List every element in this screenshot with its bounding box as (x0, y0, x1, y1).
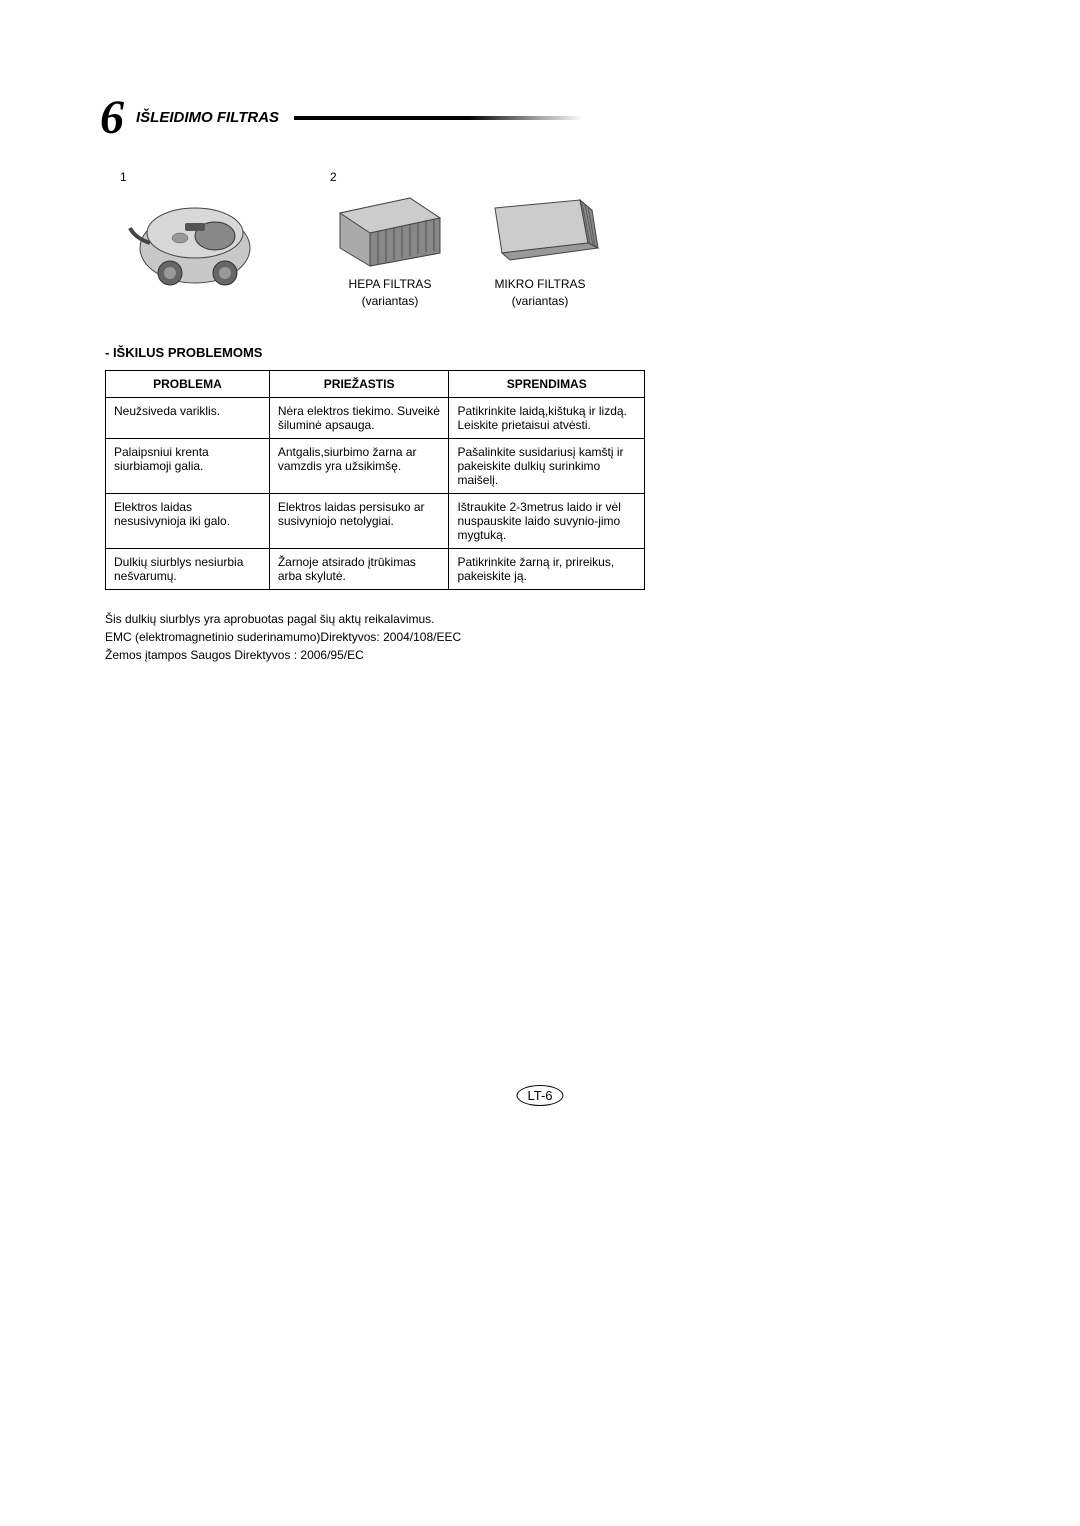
table-row: Neužsiveda variklis. Nėra elektros tieki… (106, 397, 645, 438)
mikro-caption: MIKRO FILTRAS (variantas) (494, 276, 585, 310)
section-header: 6 IŠLEIDIMO FILTRAS (100, 90, 980, 145)
table-row: Dulkių siurblys nesiurbia nešvarumų. Žar… (106, 548, 645, 589)
mikro-filter-icon (480, 188, 600, 268)
mikro-filter-block: MIKRO FILTRAS (variantas) (480, 188, 600, 310)
header-cause: PRIEŽASTIS (269, 370, 449, 397)
cell-problem: Dulkių siurblys nesiurbia nešvarumų. (106, 548, 270, 589)
hepa-caption-line2: (variantas) (362, 294, 419, 308)
page-number: LT-6 (516, 1085, 563, 1106)
mikro-caption-line1: MIKRO FILTRAS (494, 277, 585, 291)
footer-compliance-text: Šis dulkių siurblys yra aprobuotas pagal… (105, 610, 980, 664)
cell-solution: Patikrinkite laidą,kištuką ir lizdą. Lei… (449, 397, 645, 438)
hepa-caption: HEPA FILTRAS (variantas) (349, 276, 432, 310)
cell-cause: Elektros laidas persisuko ar susivyniojo… (269, 493, 449, 548)
section-title: IŠLEIDIMO FILTRAS (136, 109, 279, 126)
section-number: 6 (100, 90, 124, 145)
header-solution: SPRENDIMAS (449, 370, 645, 397)
cell-solution: Patikrinkite žarną ir, prireikus, pakeis… (449, 548, 645, 589)
vacuum-image-block: 1 (120, 170, 270, 298)
vacuum-cleaner-icon (120, 188, 270, 298)
footer-line3: Žemos įtampos Saugos Direktyvos : 2006/9… (105, 648, 364, 662)
header-decorative-line (294, 116, 584, 120)
header-problem: PROBLEMA (106, 370, 270, 397)
cell-problem: Neužsiveda variklis. (106, 397, 270, 438)
footer-line2: EMC (elektromagnetinio suderinamumo)Dire… (105, 630, 461, 644)
cell-cause: Antgalis,siurbimo žarna ar vamzdis yra u… (269, 438, 449, 493)
images-row: 1 2 (120, 170, 980, 310)
cell-cause: Nėra elektros tiekimo. Suveikė šiluminė … (269, 397, 449, 438)
mikro-caption-line2: (variantas) (512, 294, 569, 308)
image-number-1: 1 (120, 170, 127, 184)
table-header-row: PROBLEMA PRIEŽASTIS SPRENDIMAS (106, 370, 645, 397)
cell-problem: Palaipsniui krenta siurbiamoji galia. (106, 438, 270, 493)
hepa-filter-block: 2 HEPA FILTRAS (variantas) (330, 170, 450, 310)
hepa-caption-line1: HEPA FILTRAS (349, 277, 432, 291)
troubleshooting-table: PROBLEMA PRIEŽASTIS SPRENDIMAS Neužsived… (105, 370, 645, 590)
table-row: Elektros laidas nesusivynioja iki galo. … (106, 493, 645, 548)
table-row: Palaipsniui krenta siurbiamoji galia. An… (106, 438, 645, 493)
image-number-2: 2 (330, 170, 337, 184)
cell-problem: Elektros laidas nesusivynioja iki galo. (106, 493, 270, 548)
cell-cause: Žarnoje atsirado įtrūkimas arba skylutė. (269, 548, 449, 589)
footer-line1: Šis dulkių siurblys yra aprobuotas pagal… (105, 612, 435, 626)
cell-solution: Pašalinkite susidariusį kamštį ir pakeis… (449, 438, 645, 493)
hepa-filter-icon (330, 188, 450, 268)
cell-solution: Ištraukite 2-3metrus laido ir vėl nuspau… (449, 493, 645, 548)
troubleshooting-subtitle: - IŠKILUS PROBLEMOMS (105, 345, 980, 360)
